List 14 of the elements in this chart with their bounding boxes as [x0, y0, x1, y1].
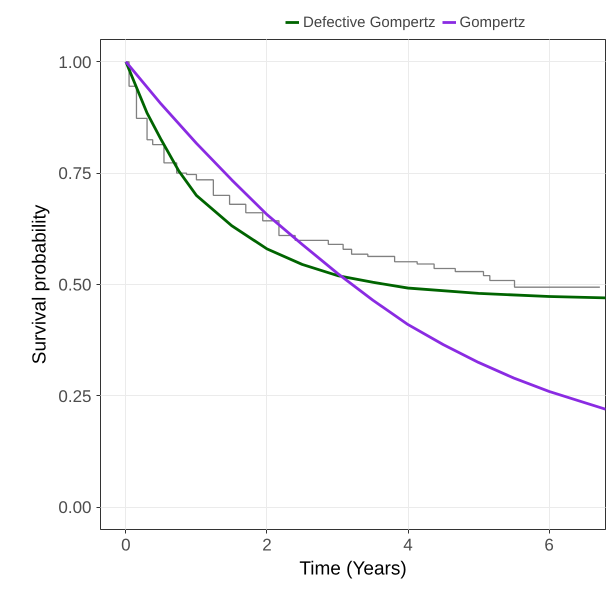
x-axis-title: Time (Years) [299, 558, 407, 580]
y-tick-label: 0.75 [58, 164, 92, 184]
y-axis-title: Survival probability [29, 204, 50, 364]
line-series [124, 60, 606, 411]
y-tick-label: 0.00 [58, 498, 92, 518]
x-tick-label: 6 [544, 536, 554, 554]
y-tick-label: 1.00 [58, 52, 92, 72]
y-tick-label: 0.25 [58, 386, 92, 406]
y-tick-label: 0.50 [58, 276, 92, 294]
x-tick-label: 2 [262, 536, 272, 554]
legend-label: Gompertz [460, 14, 526, 30]
x-tick-label: 4 [403, 536, 413, 554]
x-tick-label: 0 [121, 536, 131, 554]
legend-label: Defective Gompertz [303, 14, 436, 30]
